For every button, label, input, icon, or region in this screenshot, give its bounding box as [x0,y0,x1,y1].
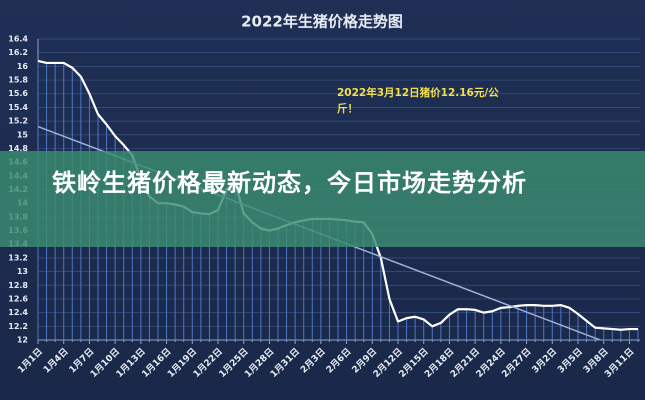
annotation: 2022年3月12日猪价12.16元/公斤！ [337,87,499,115]
chart-title: 2022年生猪价格走势图 [241,13,403,31]
y-tick-label: 15.8 [8,76,28,85]
y-tick-label: 16 [17,62,29,71]
x-tick-label: 2月3日 [298,346,327,375]
y-tick-label: 16.4 [8,35,28,44]
y-tick-label: 12.2 [8,322,28,331]
x-tick-label: 3月2日 [530,346,559,375]
banner-title: 铁岭生猪价格最新动态，今日市场走势分析 [52,169,527,197]
y-tick-label: 14.8 [8,144,28,153]
x-tick-label: 1月1日 [16,346,45,375]
x-tick-label: 1月4日 [41,346,70,375]
y-tick-label: 15 [17,130,29,139]
y-tick-label: 12.4 [8,308,28,317]
x-tick-label: 3月5日 [556,346,585,375]
y-tick-label: 12.8 [8,281,28,290]
x-tick-label: 2月6日 [324,346,353,375]
y-tick-label: 13.2 [8,253,28,262]
y-tick-label: 12 [17,336,28,345]
y-tick-label: 15.4 [8,103,28,112]
banner: 铁岭生猪价格最新动态，今日市场走势分析 [0,151,645,247]
y-tick-label: 15.6 [8,89,28,98]
y-tick-label: 13 [17,267,28,276]
y-tick-label: 15.2 [8,117,28,126]
y-tick-label: 16.2 [8,48,28,57]
y-tick-label: 12.6 [8,294,28,303]
